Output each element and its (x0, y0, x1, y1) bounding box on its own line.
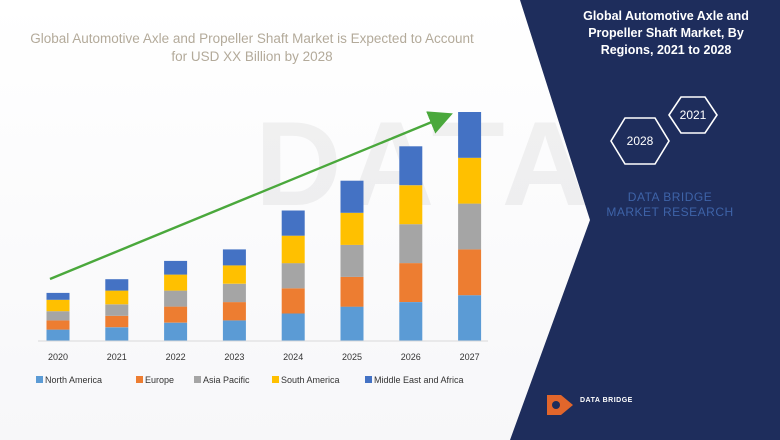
bar-segment-2025-south-america (340, 212, 364, 245)
bar-segment-2023-europe (222, 302, 246, 321)
x-tick-label: 2025 (342, 352, 362, 362)
legend-swatch (194, 376, 201, 383)
bar-segment-2025-asia-pacific (340, 244, 364, 277)
legend-label: South America (281, 375, 340, 385)
trend-arrow (49, 111, 453, 281)
legend-swatch (365, 376, 372, 383)
bar-segment-2026-asia-pacific (399, 224, 423, 264)
bar-segment-2026-north-america (399, 302, 423, 341)
legend-item: North America (36, 375, 102, 385)
x-tick-label: 2026 (401, 352, 421, 362)
x-tick-label: 2024 (283, 352, 303, 362)
bar-segment-2024-europe (281, 288, 305, 314)
bar-segment-2025-middle-east-and-africa (340, 180, 364, 213)
bar-segment-2027-north-america (458, 295, 482, 341)
hexagon-outline-2021 (668, 96, 718, 134)
legend-item: Asia Pacific (194, 375, 250, 385)
bar-segment-2025-north-america (340, 306, 364, 341)
brand-logo (547, 395, 573, 415)
bar-segment-2024-asia-pacific (281, 263, 305, 289)
legend-label: North America (45, 375, 102, 385)
x-tick-label: 2027 (460, 352, 480, 362)
bar-segment-2021-north-america (105, 327, 129, 341)
x-tick-label: 2022 (166, 352, 186, 362)
bar-segment-2020-middle-east-and-africa (46, 292, 70, 300)
bar-segment-2022-middle-east-and-africa (164, 260, 188, 275)
legend-item: Europe (136, 375, 174, 385)
bar-segment-2022-north-america (164, 322, 188, 341)
bar-segment-2026-middle-east-and-africa (399, 146, 423, 186)
bar-segment-2024-south-america (281, 235, 305, 264)
bar-segment-2020-south-america (46, 299, 70, 312)
bar-segment-2020-europe (46, 320, 70, 330)
legend: North America Europe Asia Pacific South Ame… (36, 375, 464, 385)
bar-segment-2027-asia-pacific (458, 203, 482, 250)
legend-swatch (272, 376, 279, 383)
hexagon-2021-label: 2021 (680, 108, 707, 122)
bar-segment-2026-europe (399, 263, 423, 302)
hexagon-badges: 2021 2028 (610, 96, 718, 165)
bar-segment-2022-asia-pacific (164, 290, 188, 307)
bar-segment-2027-south-america (458, 157, 482, 204)
hexagon-outline-2028 (610, 117, 670, 165)
bar-segment-2026-south-america (399, 185, 423, 225)
bar-segment-2024-middle-east-and-africa (281, 210, 305, 236)
legend-item: Middle East and Africa (365, 375, 464, 385)
legend-swatch (36, 376, 43, 383)
bar-segment-2023-middle-east-and-africa (222, 249, 246, 266)
x-axis-ticks: 2020 2021 2022 2023 2024 2025 2026 2027 (48, 352, 480, 362)
bar-segment-2020-north-america (46, 329, 70, 341)
bar-segment-2021-europe (105, 315, 129, 328)
bar-segment-2024-north-america (281, 313, 305, 341)
bar-segment-2022-europe (164, 306, 188, 323)
bar-segment-2027-middle-east-and-africa (458, 112, 482, 158)
bar-segment-2027-europe (458, 249, 482, 296)
legend-item: South America (272, 375, 340, 385)
bar-segment-2023-north-america (222, 320, 246, 341)
bar-segment-2022-south-america (164, 274, 188, 291)
x-tick-label: 2021 (107, 352, 127, 362)
bar-segment-2021-asia-pacific (105, 304, 129, 316)
chart-title: Global Automotive Axle and Propeller Sha… (30, 31, 474, 64)
legend-label: Middle East and Africa (374, 375, 464, 385)
bar-segment-2023-south-america (222, 265, 246, 284)
right-panel-background (510, 0, 780, 440)
x-tick-label: 2020 (48, 352, 68, 362)
bars-layer (38, 112, 488, 342)
legend-swatch (136, 376, 143, 383)
bar-segment-2021-middle-east-and-africa (105, 279, 129, 291)
bar-segment-2021-south-america (105, 290, 129, 305)
bar-segment-2023-asia-pacific (222, 283, 246, 303)
hexagon-2028-label: 2028 (627, 134, 654, 148)
legend-label: Asia Pacific (203, 375, 250, 385)
logo-dot-icon (552, 401, 560, 409)
bar-segment-2020-asia-pacific (46, 311, 70, 321)
legend-label: Europe (145, 375, 174, 385)
bar-segment-2025-europe (340, 276, 364, 307)
x-tick-label: 2023 (224, 352, 244, 362)
